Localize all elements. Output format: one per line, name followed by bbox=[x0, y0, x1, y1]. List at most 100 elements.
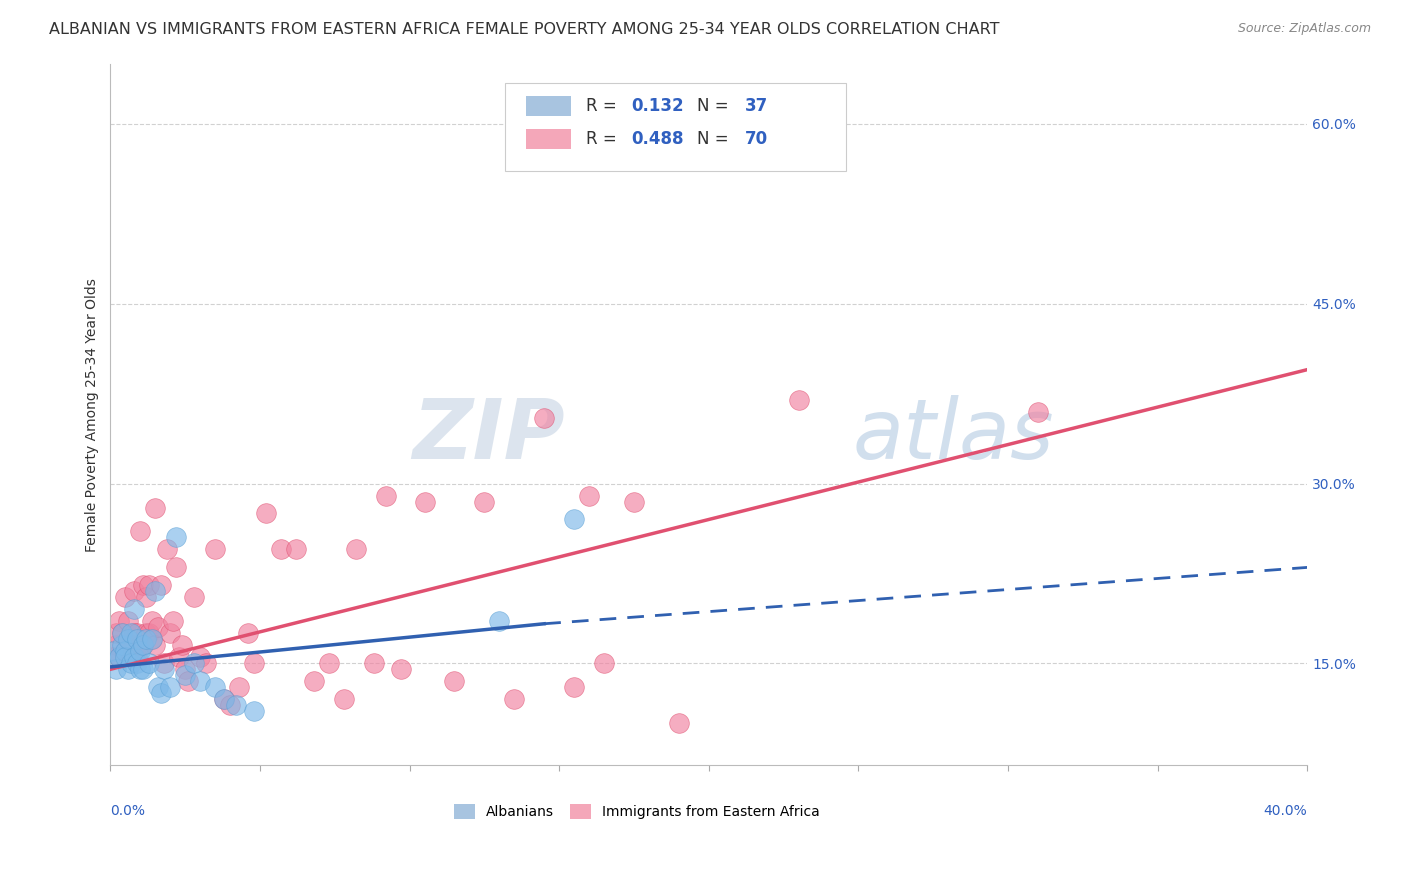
Point bbox=[150, 578, 173, 592]
Point bbox=[138, 578, 160, 592]
Point bbox=[117, 632, 139, 647]
Point bbox=[127, 650, 149, 665]
FancyBboxPatch shape bbox=[526, 96, 571, 116]
Point bbox=[103, 650, 125, 665]
Point bbox=[135, 632, 157, 647]
Point bbox=[132, 638, 155, 652]
Point bbox=[174, 668, 197, 682]
Point bbox=[153, 662, 176, 676]
Point bbox=[124, 602, 146, 616]
Text: 37: 37 bbox=[745, 97, 768, 115]
Point bbox=[117, 662, 139, 676]
Point bbox=[114, 644, 136, 658]
Point bbox=[219, 698, 242, 713]
Point bbox=[302, 674, 325, 689]
Point bbox=[127, 626, 149, 640]
Point bbox=[318, 657, 340, 671]
Text: R =: R = bbox=[585, 130, 621, 148]
Point bbox=[141, 615, 163, 629]
Point bbox=[103, 644, 125, 658]
Point bbox=[188, 674, 211, 689]
Point bbox=[111, 638, 134, 652]
Point bbox=[172, 638, 194, 652]
Point bbox=[117, 615, 139, 629]
Point bbox=[503, 692, 526, 706]
Point bbox=[159, 680, 181, 694]
Point bbox=[243, 704, 266, 718]
Point bbox=[148, 620, 170, 634]
Point bbox=[129, 524, 152, 539]
Point bbox=[562, 680, 585, 694]
Point bbox=[443, 674, 465, 689]
Point bbox=[204, 542, 226, 557]
Point bbox=[389, 662, 412, 676]
Point bbox=[129, 638, 152, 652]
Point bbox=[165, 560, 187, 574]
Point bbox=[623, 494, 645, 508]
Point bbox=[668, 716, 690, 731]
Text: 0.132: 0.132 bbox=[631, 97, 683, 115]
Point bbox=[333, 692, 356, 706]
Point bbox=[150, 686, 173, 700]
Point bbox=[204, 680, 226, 694]
Point bbox=[363, 657, 385, 671]
Point bbox=[474, 494, 496, 508]
Point bbox=[111, 626, 134, 640]
Point bbox=[124, 650, 146, 665]
Point bbox=[114, 591, 136, 605]
Point bbox=[111, 626, 134, 640]
Point bbox=[141, 632, 163, 647]
Point bbox=[183, 657, 205, 671]
Point bbox=[593, 657, 616, 671]
Point bbox=[143, 500, 166, 515]
Point bbox=[138, 626, 160, 640]
FancyBboxPatch shape bbox=[526, 129, 571, 149]
Point bbox=[108, 615, 131, 629]
Point bbox=[124, 626, 146, 640]
Point bbox=[143, 584, 166, 599]
Text: 0.0%: 0.0% bbox=[111, 804, 145, 818]
Point bbox=[127, 657, 149, 671]
Point bbox=[120, 657, 142, 671]
Point bbox=[105, 662, 128, 676]
Text: N =: N = bbox=[697, 97, 734, 115]
Point bbox=[562, 512, 585, 526]
Point bbox=[141, 632, 163, 647]
Point bbox=[225, 698, 247, 713]
Point bbox=[105, 626, 128, 640]
Text: atlas: atlas bbox=[852, 395, 1054, 476]
Point bbox=[787, 392, 810, 407]
Point bbox=[195, 657, 218, 671]
Point bbox=[413, 494, 436, 508]
Text: R =: R = bbox=[585, 97, 621, 115]
Point bbox=[132, 638, 155, 652]
Point bbox=[254, 507, 277, 521]
Point bbox=[117, 650, 139, 665]
Point bbox=[174, 662, 197, 676]
Text: 40.0%: 40.0% bbox=[1264, 804, 1308, 818]
FancyBboxPatch shape bbox=[505, 83, 846, 170]
Legend: Albanians, Immigrants from Eastern Africa: Albanians, Immigrants from Eastern Afric… bbox=[449, 799, 825, 825]
Point bbox=[105, 638, 128, 652]
Point bbox=[188, 650, 211, 665]
Point bbox=[108, 650, 131, 665]
Point bbox=[183, 591, 205, 605]
Point bbox=[135, 626, 157, 640]
Point bbox=[344, 542, 367, 557]
Point bbox=[270, 542, 292, 557]
Point bbox=[177, 674, 200, 689]
Point bbox=[212, 692, 235, 706]
Point bbox=[578, 489, 600, 503]
Point bbox=[114, 644, 136, 658]
Text: 0.488: 0.488 bbox=[631, 130, 683, 148]
Text: N =: N = bbox=[697, 130, 734, 148]
Point bbox=[156, 542, 179, 557]
Point bbox=[212, 692, 235, 706]
Point bbox=[108, 650, 131, 665]
Point bbox=[374, 489, 396, 503]
Point bbox=[148, 680, 170, 694]
Text: Source: ZipAtlas.com: Source: ZipAtlas.com bbox=[1237, 22, 1371, 36]
Point bbox=[243, 657, 266, 671]
Point bbox=[153, 657, 176, 671]
Point bbox=[488, 615, 510, 629]
